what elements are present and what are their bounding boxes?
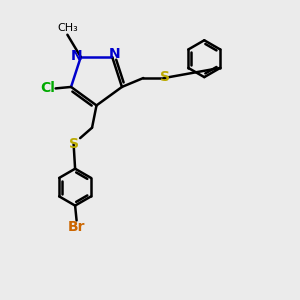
Text: N: N xyxy=(71,49,83,62)
Text: N: N xyxy=(109,47,120,61)
Text: CH₃: CH₃ xyxy=(57,23,78,33)
Text: Br: Br xyxy=(68,220,85,234)
Text: S: S xyxy=(69,137,79,151)
Text: Cl: Cl xyxy=(40,81,55,95)
Text: S: S xyxy=(160,70,170,84)
